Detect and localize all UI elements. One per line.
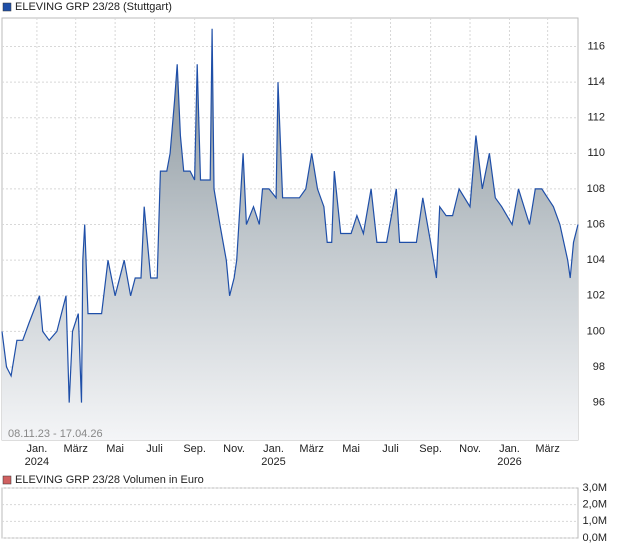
legend-swatch — [2, 475, 12, 485]
x-tick-label: Juli — [146, 443, 163, 455]
legend-swatch — [2, 2, 12, 12]
y-tick-label: 106 — [587, 218, 605, 230]
y-tick-label: 104 — [587, 254, 605, 266]
x-tick-label: März — [63, 443, 87, 455]
x-tick-label: Juli — [382, 443, 399, 455]
x-tick-label: Jan. — [27, 443, 48, 455]
x-tick-label: Jan. — [263, 443, 284, 455]
y-tick-label: 114 — [587, 76, 605, 88]
y-tick-label: 100 — [587, 325, 605, 337]
volume-area — [1, 487, 579, 539]
volume-panel: 0,0M 1,0M 2,0M 3,0M — [2, 482, 607, 544]
y-tick-label: 1,0M — [583, 515, 607, 527]
price-line — [1, 28, 579, 403]
y-tick-label: 110 — [587, 147, 605, 159]
x-tick-label: Sep. — [419, 443, 442, 455]
x-year-label: 2026 — [497, 456, 521, 468]
y-tick-label: 98 — [593, 361, 605, 373]
x-year-label: 2025 — [261, 456, 285, 468]
y-tick-label: 112 — [587, 112, 605, 124]
x-tick-label: Nov. — [223, 443, 245, 455]
x-tick-label: Mai — [342, 443, 360, 455]
y-tick-label: 102 — [587, 290, 605, 302]
x-tick-label: März — [299, 443, 323, 455]
y-tick-label: 2,0M — [583, 499, 607, 511]
y-tick-label: 0,0M — [583, 532, 607, 544]
legend-label: ELEVING GRP 23/28 Volumen in Euro — [15, 474, 204, 486]
range-label: 08.11.23 - 17.04.26 — [8, 428, 103, 440]
y-tick-label: 116 — [587, 40, 605, 52]
x-tick-label: März — [535, 443, 559, 455]
x-tick-label: Nov. — [459, 443, 481, 455]
y-tick-label: 3,0M — [583, 482, 607, 494]
price-area — [2, 28, 578, 440]
x-tick-label: Sep. — [183, 443, 206, 455]
x-tick-label: Jan. — [499, 443, 520, 455]
y-tick-label: 108 — [587, 183, 605, 195]
y-tick-label: 96 — [593, 397, 605, 409]
x-year-label: 2024 — [25, 456, 49, 468]
price-panel: 96 98 100 102 104 106 108 110 112 114 116 Jan. März M… — [1, 18, 605, 468]
x-tick-label: Mai — [106, 443, 124, 455]
legend-label: ELEVING GRP 23/28 (Stuttgart) — [15, 1, 172, 13]
